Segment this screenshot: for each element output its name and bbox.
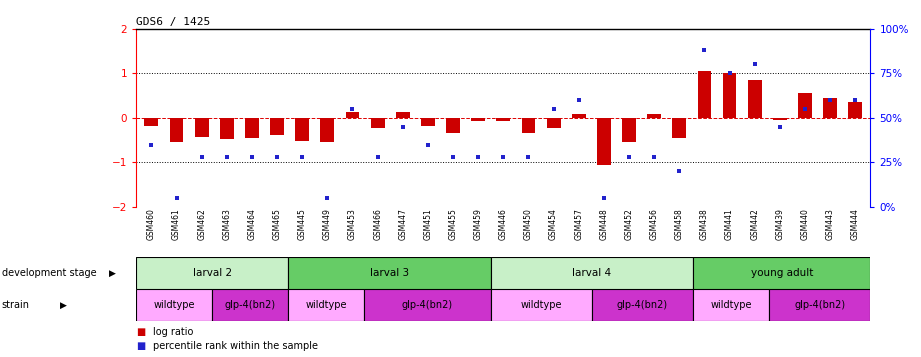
Bar (446, 118, 460, 134)
Point (295, 154, 309, 160)
Bar (547, 118, 561, 128)
Bar (245, 118, 259, 138)
Point (521, 154, 536, 160)
Bar (694, 289, 769, 321)
Text: strain: strain (2, 300, 29, 310)
Text: log ratio: log ratio (153, 327, 193, 337)
Bar (697, 71, 711, 118)
Bar (396, 112, 410, 118)
Bar (169, 118, 183, 142)
Text: larval 3: larval 3 (370, 268, 409, 278)
Point (571, 97, 586, 103)
Text: glp-4(bn2): glp-4(bn2) (225, 300, 275, 310)
Text: development stage: development stage (2, 268, 97, 278)
Text: young adult: young adult (751, 268, 813, 278)
Text: ▶: ▶ (60, 301, 66, 310)
Point (722, 70, 737, 76)
Bar (364, 289, 491, 321)
Bar (296, 118, 309, 141)
Point (773, 124, 787, 130)
Bar (597, 118, 611, 165)
Point (672, 169, 687, 174)
Bar (288, 289, 364, 321)
Bar (694, 257, 870, 289)
Bar (592, 289, 694, 321)
Bar (136, 257, 288, 289)
Point (697, 47, 712, 53)
Point (495, 154, 510, 160)
Text: glp-4(bn2): glp-4(bn2) (794, 300, 845, 310)
Bar (572, 114, 586, 118)
Bar (220, 118, 234, 139)
Bar (212, 289, 288, 321)
Text: glp-4(bn2): glp-4(bn2) (402, 300, 453, 310)
Text: ▶: ▶ (109, 268, 115, 278)
Point (822, 97, 837, 103)
Bar (472, 118, 485, 121)
Text: ■: ■ (136, 341, 146, 351)
Point (169, 195, 184, 201)
Point (622, 154, 636, 160)
Bar (723, 73, 737, 118)
Bar (371, 118, 385, 128)
Point (270, 154, 285, 160)
Bar (321, 118, 334, 142)
Bar (799, 93, 812, 118)
Bar (496, 118, 510, 121)
Bar (136, 289, 212, 321)
Text: wildtype: wildtype (306, 300, 347, 310)
Point (421, 142, 436, 147)
Text: wildtype: wildtype (710, 300, 752, 310)
Text: larval 4: larval 4 (572, 268, 612, 278)
Bar (672, 118, 686, 138)
Point (345, 106, 360, 112)
Text: ■: ■ (136, 327, 146, 337)
Bar (491, 289, 592, 321)
Point (370, 154, 385, 160)
Bar (421, 118, 435, 126)
Point (446, 154, 460, 160)
Point (546, 106, 561, 112)
Point (395, 124, 410, 130)
Point (245, 154, 260, 160)
Point (747, 61, 762, 67)
Point (848, 97, 863, 103)
Bar (647, 114, 661, 118)
Text: larval 2: larval 2 (192, 268, 232, 278)
Point (647, 154, 661, 160)
Text: GDS6 / 1425: GDS6 / 1425 (136, 17, 211, 27)
Text: glp-4(bn2): glp-4(bn2) (617, 300, 668, 310)
Bar (491, 257, 694, 289)
Point (219, 154, 234, 160)
Bar (773, 118, 787, 120)
Point (320, 195, 334, 201)
Bar (145, 118, 158, 126)
Bar (270, 118, 284, 135)
Bar (345, 112, 359, 118)
Bar (848, 102, 862, 118)
Bar (769, 289, 870, 321)
Point (144, 142, 158, 147)
Bar (194, 118, 208, 137)
Text: percentile rank within the sample: percentile rank within the sample (153, 341, 318, 351)
Point (471, 154, 485, 160)
Text: wildtype: wildtype (520, 300, 562, 310)
Point (798, 106, 812, 112)
Bar (622, 118, 635, 142)
Bar (521, 118, 535, 134)
Bar (748, 80, 762, 118)
Point (597, 195, 612, 201)
Bar (288, 257, 491, 289)
Point (194, 154, 209, 160)
Bar (823, 98, 837, 118)
Text: wildtype: wildtype (154, 300, 195, 310)
